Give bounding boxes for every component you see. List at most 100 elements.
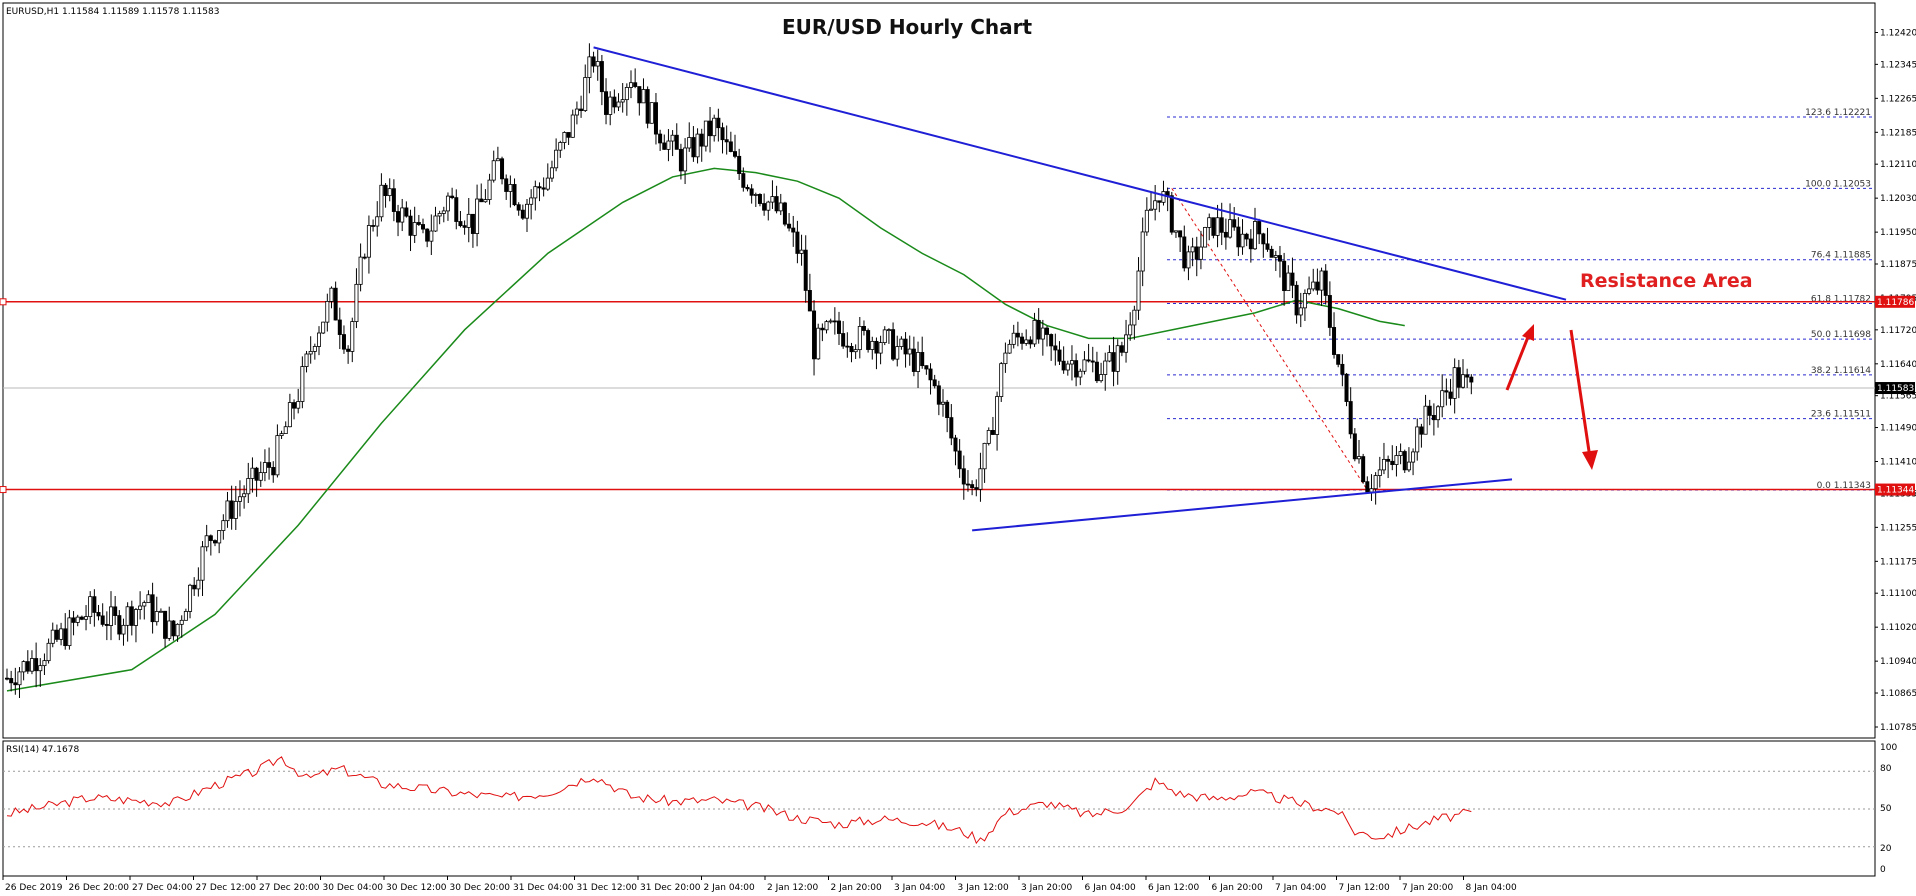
candle-down xyxy=(803,249,808,291)
candle-down xyxy=(1327,295,1332,328)
candle-down xyxy=(957,450,962,470)
candle-down xyxy=(745,186,750,190)
candle-up xyxy=(1136,270,1141,311)
candle-up xyxy=(1319,270,1324,291)
candle-up xyxy=(1298,307,1303,316)
candle-down xyxy=(733,151,738,157)
candle-down xyxy=(1277,255,1282,262)
candle-up xyxy=(1082,359,1087,372)
candle-down xyxy=(1020,336,1025,344)
candle-down xyxy=(599,61,604,93)
candle-up xyxy=(882,329,887,343)
candle-down xyxy=(516,204,521,211)
candle-up xyxy=(828,320,833,323)
candle-up xyxy=(275,435,280,476)
candle-down xyxy=(1336,354,1341,365)
candle-up xyxy=(445,195,450,212)
candle-down xyxy=(645,89,650,124)
candle-down xyxy=(974,487,979,490)
candle-up xyxy=(217,530,222,544)
rsi-scale-100: 100 xyxy=(1880,743,1897,753)
price-tick-label: 1.11410 xyxy=(1880,458,1916,468)
candle-down xyxy=(212,540,217,544)
fib-level-label: 23.6 1.11511 xyxy=(1811,410,1871,420)
candle-down xyxy=(936,385,941,405)
price-tick-label: 1.11100 xyxy=(1880,589,1916,599)
candle-down xyxy=(1323,270,1328,296)
candle-up xyxy=(38,665,43,672)
candle-down xyxy=(612,96,617,108)
candle-up xyxy=(1286,272,1291,292)
candle-up xyxy=(986,430,991,444)
time-tick-label: 8 Jan 04:00 xyxy=(1466,883,1518,893)
candle-up xyxy=(287,402,292,428)
candle-down xyxy=(1344,373,1349,402)
candle-up xyxy=(279,433,284,437)
candle-down xyxy=(724,139,729,143)
candle-down xyxy=(678,148,683,172)
candle-down xyxy=(708,120,713,137)
current-price-marker: 1.11583 xyxy=(1875,382,1915,395)
candle-down xyxy=(470,213,475,234)
candle-up xyxy=(1069,360,1074,365)
candle-up xyxy=(1273,255,1278,258)
price-tick-label: 1.12265 xyxy=(1880,94,1916,104)
current-price-label: 1.11583 xyxy=(1877,384,1914,394)
candle-down xyxy=(1294,284,1299,316)
price-tick-label: 1.12110 xyxy=(1880,160,1916,170)
candle-up xyxy=(1215,217,1220,236)
candle-up xyxy=(687,137,692,149)
candle-down xyxy=(633,82,638,87)
candle-up xyxy=(1207,217,1212,228)
time-tick-label: 7 Jan 12:00 xyxy=(1339,883,1391,893)
candle-down xyxy=(932,379,937,387)
candle-up xyxy=(429,230,434,242)
candle-down xyxy=(1402,451,1407,471)
candle-down xyxy=(920,352,925,367)
candle-down xyxy=(1261,233,1266,245)
candle-up xyxy=(1124,334,1129,353)
candle-up xyxy=(666,140,671,150)
candle-up xyxy=(1065,363,1070,371)
candle-up xyxy=(624,87,629,101)
candle-up xyxy=(712,117,717,137)
candle-down xyxy=(1282,260,1287,292)
candle-down xyxy=(1086,359,1091,362)
time-tick-label: 6 Jan 12:00 xyxy=(1148,883,1200,893)
candle-down xyxy=(71,617,76,623)
candle-down xyxy=(1465,374,1470,378)
time-tick-label: 31 Dec 12:00 xyxy=(577,883,638,893)
candle-up xyxy=(670,134,675,142)
candle-down xyxy=(658,133,663,144)
candle-up xyxy=(146,594,151,604)
candle-up xyxy=(84,616,89,620)
candle-up xyxy=(1107,352,1112,362)
candle-up xyxy=(620,99,625,103)
candle-down xyxy=(192,584,197,590)
candle-down xyxy=(96,612,101,617)
candle-up xyxy=(1373,475,1378,490)
candle-down xyxy=(1365,481,1370,493)
candle-up xyxy=(1377,469,1382,476)
candle-up xyxy=(237,496,242,502)
candle-up xyxy=(200,546,205,581)
fib-level-label: 123.6 1.12221 xyxy=(1805,108,1871,118)
candle-up xyxy=(358,256,363,285)
candle-down xyxy=(1119,345,1124,353)
candle-down xyxy=(990,430,995,435)
price-tick-label: 1.11020 xyxy=(1880,623,1916,633)
candle-down xyxy=(408,215,413,236)
candle-up xyxy=(17,671,22,686)
price-tick-label: 1.11720 xyxy=(1880,326,1916,336)
candle-up xyxy=(121,624,126,635)
rsi-line xyxy=(6,756,1472,845)
candle-down xyxy=(1469,376,1474,383)
candle-up xyxy=(533,186,538,199)
candle-up xyxy=(1173,230,1178,233)
candle-down xyxy=(1111,352,1116,372)
candle-up xyxy=(88,596,93,618)
candle-up xyxy=(491,160,496,181)
candle-down xyxy=(117,615,122,635)
ascending-trendline xyxy=(972,478,1513,532)
